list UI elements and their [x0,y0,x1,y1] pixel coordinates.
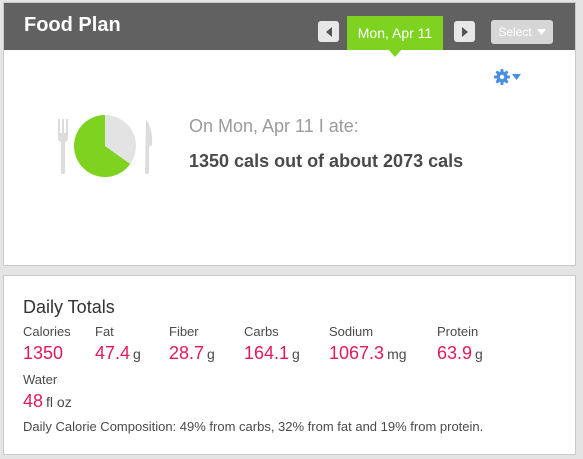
carbs-number: 164.1 [244,343,290,363]
plate-icon [58,115,153,177]
date-pointer [388,49,402,57]
protein-value: 63.9 g [437,343,483,364]
fiber-unit: g [207,346,215,362]
calorie-composition: Daily Calorie Composition: 49% from carb… [23,419,484,434]
water-value: 48 fl oz [23,391,72,412]
previous-day-button[interactable] [318,21,339,42]
daily-totals-title: Daily Totals [23,297,115,317]
select-label: Select [498,25,532,39]
calories-number: 1350 [23,343,64,363]
carbs-label: Carbs [244,324,279,339]
page-title: Food Plan [24,14,121,36]
current-date-tab[interactable]: Mon, Apr 11 [347,16,443,50]
sodium-unit: mg [387,346,407,362]
caret-down-icon [512,74,521,80]
chevron-right-icon [461,26,468,37]
fat-unit: g [133,346,141,362]
protein-number: 63.9 [437,343,473,363]
food-plan-header: Food Plan Mon, Apr 11 Select [4,3,575,50]
sodium-value: 1067.3 mg [329,343,407,364]
fork-icon [58,119,68,174]
sodium-label: Sodium [329,324,374,339]
knife-icon [145,119,153,174]
fiber-label: Fiber [169,324,199,339]
protein-label: Protein [437,324,479,339]
select-dropdown-button[interactable]: Select [491,20,553,44]
fat-label: Fat [95,324,114,339]
carbs-value: 164.1 g [244,343,300,364]
next-day-button[interactable] [454,21,475,42]
calories-label: Calories [23,324,71,339]
water-unit: fl oz [46,394,72,410]
fat-number: 47.4 [95,343,131,363]
fiber-value: 28.7 g [169,343,215,364]
settings-menu-button[interactable] [494,69,521,85]
daily-totals-card: Daily Totals Calories 1350 Fat 47.4 g Fib… [3,275,576,455]
water-label: Water [23,372,58,387]
calories-summary: 1350 cals out of about 2073 cals [189,151,464,171]
water-number: 48 [23,391,44,411]
food-plan-card: Food Plan Mon, Apr 11 Select [3,2,576,266]
summary-intro: On Mon, Apr 11 I ate: [189,116,359,136]
calories-value: 1350 [23,343,63,364]
sodium-number: 1067.3 [329,343,385,363]
protein-unit: g [475,346,483,362]
fat-value: 47.4 g [95,343,141,364]
chevron-left-icon [325,26,332,37]
caret-down-icon [536,29,546,35]
gear-icon [494,69,510,85]
fiber-number: 28.7 [169,343,205,363]
carbs-unit: g [292,346,300,362]
